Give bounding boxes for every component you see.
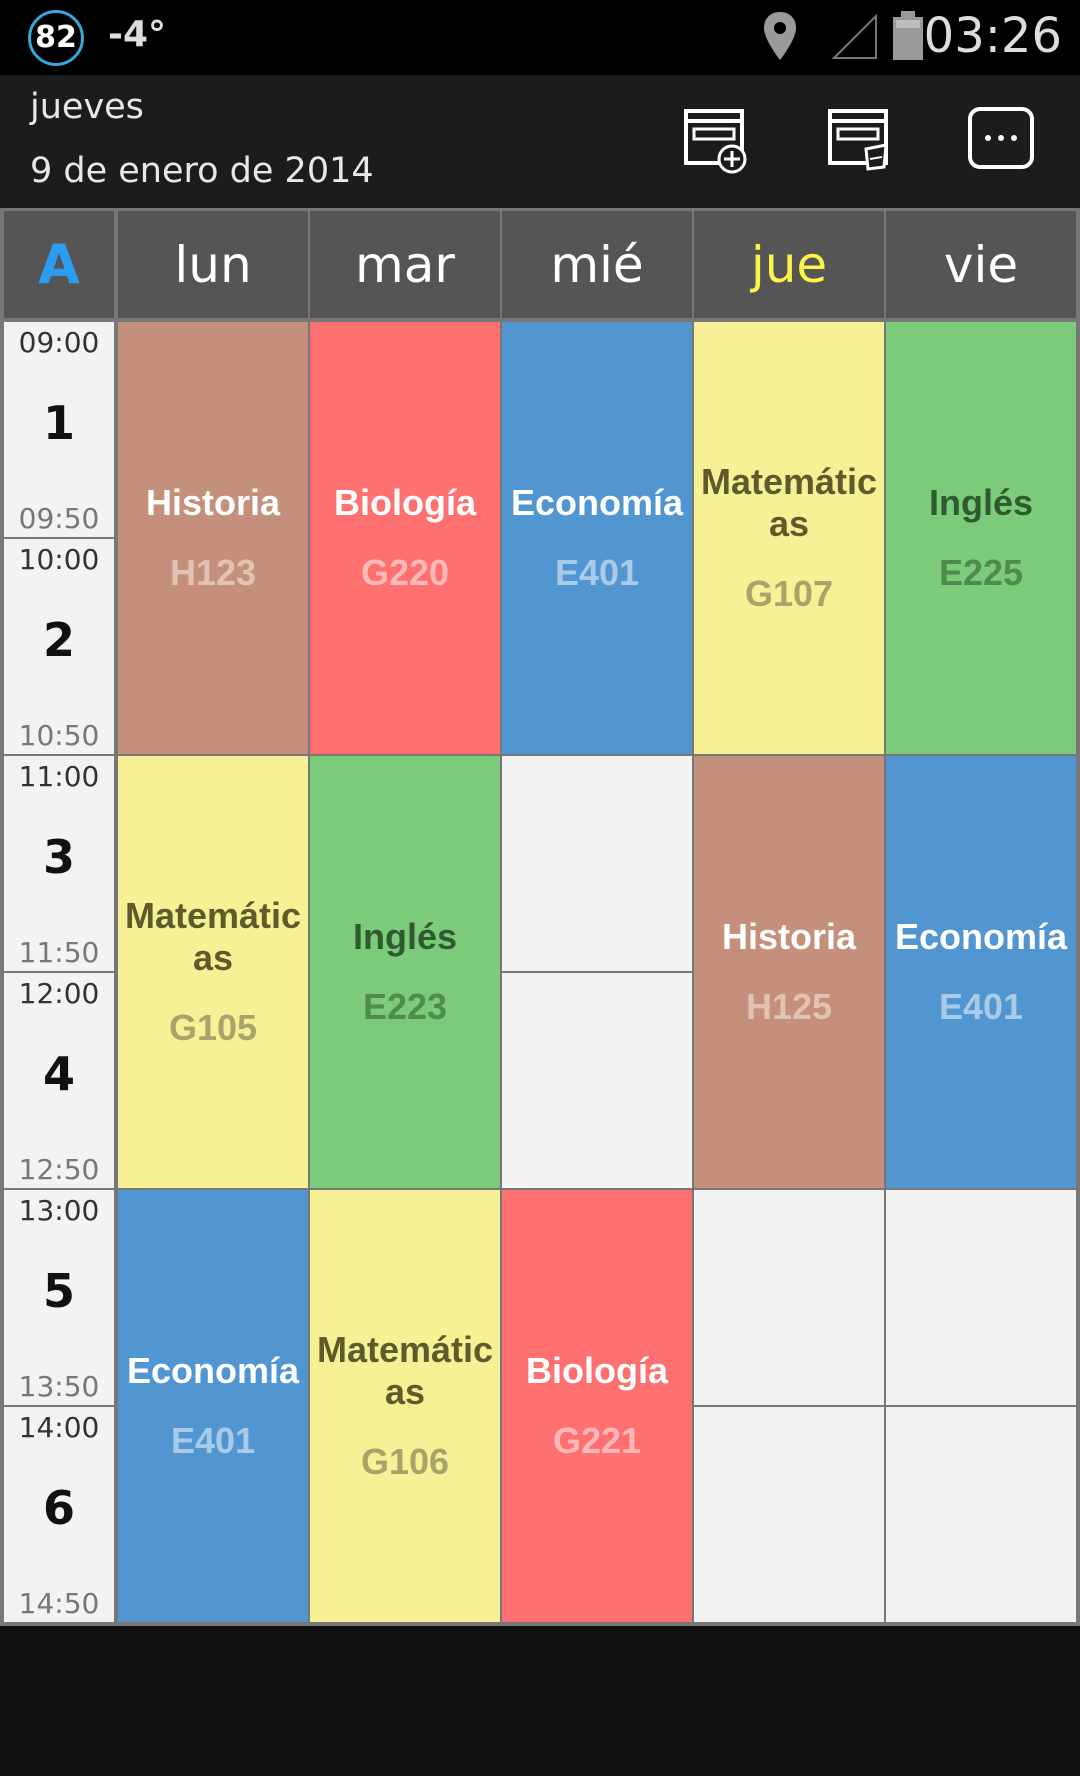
lesson-room: G107 bbox=[744, 573, 834, 614]
lesson-subject: Matemátic as bbox=[124, 895, 302, 978]
period-end: 11:50 bbox=[18, 936, 100, 969]
lesson-room: H123 bbox=[169, 552, 257, 593]
lesson-room: E401 bbox=[170, 1420, 256, 1461]
period-end: 12:50 bbox=[18, 1153, 100, 1186]
period-4: 12:00 4 12:50 bbox=[4, 973, 114, 1188]
day-header-lun[interactable]: lun bbox=[118, 211, 308, 318]
lesson-cell[interactable]: Biología G221 bbox=[502, 1190, 692, 1622]
lesson-room: G105 bbox=[168, 1007, 258, 1048]
status-bar: 82 -4° 03:26 bbox=[0, 0, 1080, 75]
lesson-subject: Economía bbox=[510, 482, 684, 523]
period-end: 10:50 bbox=[18, 719, 100, 752]
lesson-cell[interactable]: Matemátic as G105 bbox=[118, 756, 308, 1188]
lesson-room: G221 bbox=[552, 1420, 642, 1461]
period-2: 10:00 2 10:50 bbox=[4, 539, 114, 754]
lesson-cell[interactable]: Economía E401 bbox=[118, 1190, 308, 1622]
empty-slot[interactable] bbox=[886, 1407, 1076, 1622]
period-6: 14:00 6 14:50 bbox=[4, 1407, 114, 1622]
period-number: 6 bbox=[42, 1481, 75, 1535]
week-label[interactable]: A bbox=[4, 211, 114, 318]
day-header-vie[interactable]: vie bbox=[886, 211, 1076, 318]
edit-event-icon[interactable] bbox=[824, 105, 894, 175]
lesson-subject: Economía bbox=[894, 916, 1068, 957]
empty-slot[interactable] bbox=[502, 756, 692, 971]
weekday-label: jueves bbox=[30, 87, 144, 127]
day-header-mie[interactable]: mié bbox=[502, 211, 692, 318]
lesson-room: G220 bbox=[360, 552, 450, 593]
lesson-subject: Economía bbox=[126, 1350, 300, 1391]
period-end: 09:50 bbox=[18, 502, 100, 535]
lesson-subject: Historia bbox=[145, 482, 281, 523]
add-event-icon[interactable] bbox=[680, 105, 750, 175]
period-end: 13:50 bbox=[18, 1370, 100, 1403]
lesson-subject: Biología bbox=[333, 482, 476, 523]
empty-slot[interactable] bbox=[502, 973, 692, 1188]
lesson-cell[interactable]: Historia H123 bbox=[118, 322, 308, 754]
empty-slot[interactable] bbox=[694, 1190, 884, 1405]
day-header-jue[interactable]: jue bbox=[694, 211, 884, 318]
period-number: 3 bbox=[42, 830, 75, 884]
lesson-room: G106 bbox=[360, 1441, 450, 1482]
period-start: 13:00 bbox=[18, 1194, 100, 1227]
date-label: 9 de enero de 2014 bbox=[30, 151, 374, 191]
period-start: 10:00 bbox=[18, 543, 100, 576]
signal-icon bbox=[832, 14, 877, 59]
notification-badge: 82 bbox=[28, 10, 84, 66]
period-3: 11:00 3 11:50 bbox=[4, 756, 114, 971]
clock: 03:26 bbox=[923, 8, 1062, 64]
lesson-subject: Historia bbox=[721, 916, 857, 957]
bottom-area bbox=[0, 1626, 1080, 1776]
app-header: jueves 9 de enero de 2014 bbox=[0, 75, 1080, 208]
period-number: 4 bbox=[42, 1047, 75, 1101]
lesson-room: H125 bbox=[745, 986, 833, 1027]
lesson-cell[interactable]: Matemátic as G106 bbox=[310, 1190, 500, 1622]
empty-slot[interactable] bbox=[694, 1407, 884, 1622]
lesson-cell[interactable]: Biología G220 bbox=[310, 322, 500, 754]
day-header-mar[interactable]: mar bbox=[310, 211, 500, 318]
lesson-cell[interactable]: Economía E401 bbox=[502, 322, 692, 754]
location-icon bbox=[764, 12, 796, 60]
lesson-subject: Matemátic as bbox=[316, 1329, 494, 1412]
lesson-room: E225 bbox=[938, 552, 1024, 593]
period-1: 09:00 1 09:50 bbox=[4, 322, 114, 537]
period-5: 13:00 5 13:50 bbox=[4, 1190, 114, 1405]
period-number: 1 bbox=[42, 396, 75, 450]
lesson-cell[interactable]: Historia H125 bbox=[694, 756, 884, 1188]
period-start: 09:00 bbox=[18, 326, 100, 359]
period-start: 14:00 bbox=[18, 1411, 100, 1444]
lesson-cell[interactable]: Inglés E223 bbox=[310, 756, 500, 1188]
period-number: 5 bbox=[42, 1264, 75, 1318]
timetable-grid: A lun mar mié jue vie 09:00 1 09:50 10:0… bbox=[0, 208, 1080, 1626]
lesson-subject: Biología bbox=[525, 1350, 668, 1391]
lesson-cell[interactable]: Matemátic as G107 bbox=[694, 322, 884, 754]
battery-icon bbox=[893, 11, 923, 60]
period-number: 2 bbox=[42, 613, 75, 667]
lesson-subject: Matemátic as bbox=[700, 461, 878, 544]
temperature: -4° bbox=[108, 14, 166, 55]
lesson-subject: Inglés bbox=[928, 482, 1033, 523]
period-start: 12:00 bbox=[18, 977, 100, 1010]
lesson-room: E401 bbox=[554, 552, 640, 593]
lesson-cell[interactable]: Inglés E225 bbox=[886, 322, 1076, 754]
lesson-cell[interactable]: Economía E401 bbox=[886, 756, 1076, 1188]
lesson-room: E223 bbox=[362, 986, 448, 1027]
lesson-subject: Inglés bbox=[352, 916, 457, 957]
lesson-room: E401 bbox=[938, 986, 1024, 1027]
period-start: 11:00 bbox=[18, 760, 100, 793]
period-end: 14:50 bbox=[18, 1587, 100, 1620]
more-icon[interactable] bbox=[966, 105, 1036, 175]
empty-slot[interactable] bbox=[886, 1190, 1076, 1405]
